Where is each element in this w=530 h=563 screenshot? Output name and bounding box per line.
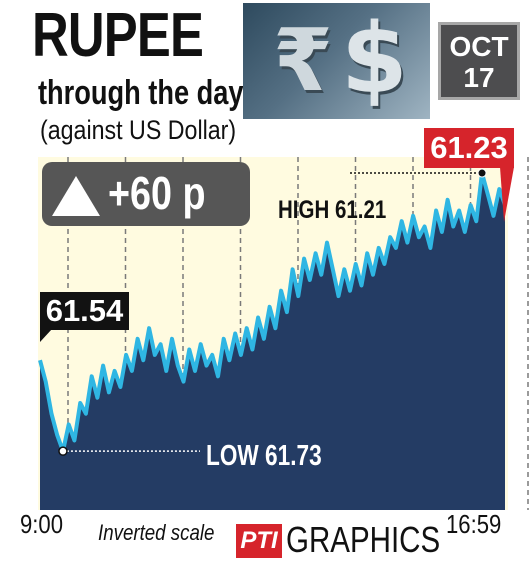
graphics-credit: GRAPHICS — [286, 519, 441, 560]
close-value-badge: 61.23 — [424, 128, 514, 168]
pti-logo: PTI — [236, 524, 282, 558]
x-tick-start: 9:00 — [20, 509, 64, 539]
low-marker — [58, 446, 68, 456]
dollar-icon: $ — [341, 3, 408, 115]
inverted-scale-note: Inverted scale — [98, 520, 215, 545]
high-marker — [477, 168, 487, 178]
date-month: OCT — [449, 31, 509, 62]
up-triangle-icon — [52, 176, 100, 216]
end-badge-pointer — [500, 167, 514, 222]
open-value-badge: 61.54 — [40, 292, 129, 330]
rupee-line — [38, 171, 507, 454]
date-day: 17 — [463, 62, 495, 93]
x-tick-end: 16:59 — [446, 509, 502, 539]
chart-subtitle: through the day — [38, 74, 244, 112]
date-badge: OCT 17 — [438, 22, 520, 100]
start-badge-pointer — [40, 329, 52, 342]
chart-title: RUPEE — [32, 1, 204, 70]
chart-comparison-note: (against US Dollar) — [40, 115, 237, 145]
rupee-area — [40, 173, 505, 510]
rupee-icon: ₹ — [273, 11, 333, 111]
high-label: HIGH 61.21 — [278, 196, 387, 224]
low-label: LOW 61.73 — [206, 440, 322, 472]
change-value: +60 p — [108, 167, 206, 219]
rupee-dollar-symbols-image: ₹ $ — [243, 3, 430, 119]
